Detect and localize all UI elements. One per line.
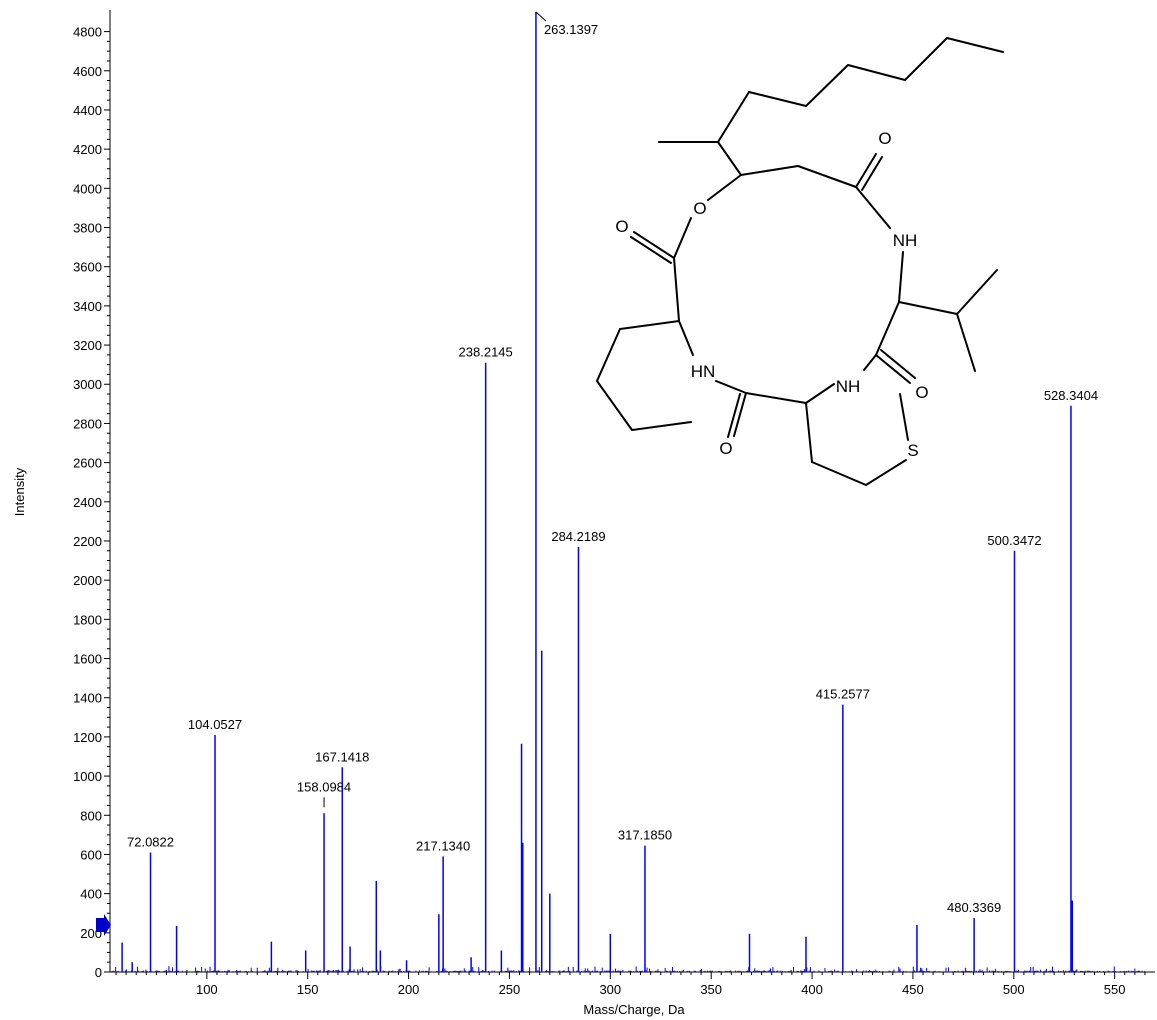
y-tick-label: 3000 [73,377,102,392]
y-tick-label: 1000 [73,769,102,784]
y-tick-label: 2200 [73,534,102,549]
peak-label: 528.3404 [1044,388,1098,403]
peak-label: 500.3472 [987,533,1041,548]
bond [855,186,891,229]
bond [733,392,747,437]
peak-label: 167.1418 [315,749,369,764]
atom-sulfur: S [907,441,918,460]
y-tick-label: 1800 [73,612,102,627]
y-tick-label: 1400 [73,691,102,706]
atom-oxygen-left: O [615,217,628,236]
bond [875,301,900,356]
bond [811,459,907,486]
peak-label: 284.2189 [551,529,605,544]
bond [630,236,672,264]
bond [633,231,675,259]
y-tick-label: 3400 [73,299,102,314]
bond [956,269,998,315]
peak-label: 158.0984 [297,779,351,794]
y-tick-label: 1600 [73,652,102,667]
atom-hn-left: HN [691,362,716,381]
bond [707,174,742,201]
y-tick-label: 4000 [73,181,102,196]
x-tick-label: 500 [1003,982,1025,997]
atom-nh-right: NH [893,231,918,250]
bond [745,392,807,404]
y-axis-title: Intensity [12,467,27,516]
atom-oxygen-ester: O [693,199,706,218]
x-tick-label: 450 [902,982,924,997]
bond [715,380,747,394]
bond [805,383,835,404]
bond [875,354,911,384]
x-tick-label: 100 [196,982,218,997]
bond [717,37,1004,143]
y-tick-label: 4400 [73,103,102,118]
bond [899,393,909,441]
y-axis-ticks: 0200400600800100012001400160018002000220… [73,25,110,980]
peak-label: 415.2577 [816,687,870,702]
bond [898,251,904,303]
x-tick-label: 350 [700,982,722,997]
chemical-structure: O NH O NH S O HN O O [596,37,1004,486]
bond [855,153,877,188]
labeled-peaks: 72.0822 104.0527 158.0984 167.1418 217.1340 2… [127,11,1098,972]
bond [678,320,694,356]
bond [740,165,799,176]
bond [863,354,877,371]
y-tick-label: 600 [80,847,102,862]
y-tick-label: 2400 [73,495,102,510]
y-tick-label: 1200 [73,730,102,745]
y-tick-label: 4800 [73,25,102,40]
peak-label: 217.1340 [416,838,470,853]
minor-peaks [121,650,1074,972]
y-tick-label: 2600 [73,456,102,471]
y-tick-label: 3200 [73,338,102,353]
x-tick-label: 550 [1104,982,1126,997]
x-axis-ticks: 100 150 200 250 300 350 400 450 500 550 [115,972,1146,997]
y-tick-label: 3600 [73,260,102,275]
y-tick-label: 4600 [73,64,102,79]
y-tick-label: 0 [95,965,102,980]
y-tick-label: 2000 [73,573,102,588]
bond [956,313,976,372]
atom-oxygen-right: O [915,383,928,402]
y-tick-label: 2800 [73,416,102,431]
bond [797,165,857,188]
y-tick-label: 4200 [73,142,102,157]
bond [673,217,692,259]
peak-label: 317.1850 [618,828,672,843]
x-tick-label: 200 [398,982,420,997]
x-tick-label: 300 [599,982,621,997]
bond [596,320,692,431]
y-tick-label: 400 [80,887,102,902]
atom-oxygen-bottom: O [719,439,732,458]
bond [727,393,741,438]
peak-label: 263.1397 [544,22,598,37]
baseline-marker-arrow-icon [96,914,111,936]
bond [805,402,813,463]
bond [717,141,742,176]
x-tick-label: 150 [297,982,319,997]
x-tick-label: 400 [801,982,823,997]
peak-label: 104.0527 [188,717,242,732]
peak-label: 238.2145 [459,345,513,360]
atom-nh-middle: NH [836,377,861,396]
x-axis-title: Mass/Charge, Da [583,1002,685,1017]
y-tick-label: 3800 [73,221,102,236]
bond [880,349,916,379]
peak-label: 480.3369 [947,900,1001,915]
label-leader [535,11,547,22]
atom-oxygen-ketone: O [878,129,891,148]
bond [861,156,883,191]
peak-label: 72.0822 [127,834,174,849]
y-tick-label: 800 [80,808,102,823]
bond [898,301,958,315]
bond [673,257,680,322]
x-tick-label: 250 [499,982,521,997]
baseline-noise [111,966,1146,972]
